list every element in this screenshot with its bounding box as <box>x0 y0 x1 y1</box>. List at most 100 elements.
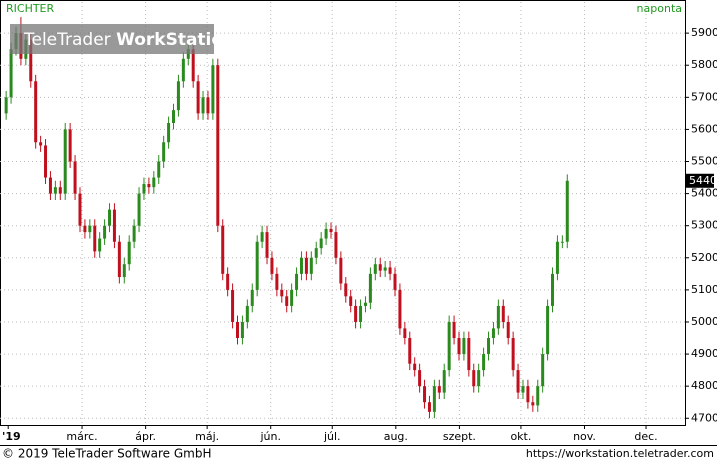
candle-body <box>78 193 82 226</box>
candle-body <box>255 241 259 290</box>
candle-body <box>491 328 495 339</box>
candle-body <box>93 225 97 252</box>
candle-body <box>423 386 427 403</box>
candle-body <box>437 386 441 393</box>
candle-body <box>383 267 387 271</box>
candle-body <box>373 264 377 274</box>
x-tick-label: márc. <box>66 430 97 443</box>
candle-body <box>48 177 52 194</box>
plot-frame <box>0 0 686 426</box>
candle-body <box>226 273 230 290</box>
candle-body <box>112 209 116 242</box>
candle-body <box>137 193 141 226</box>
candle-body <box>240 321 244 339</box>
candle-body <box>39 142 43 146</box>
candle-body <box>477 370 481 387</box>
y-tick-label: 5000 <box>691 315 717 328</box>
candle-body <box>295 273 299 290</box>
candle-body <box>290 289 294 306</box>
candle-body <box>122 264 126 278</box>
candle-body <box>73 161 77 194</box>
candle-body <box>147 183 151 188</box>
candle-body <box>176 81 180 111</box>
candle-body <box>447 321 451 371</box>
candle-body <box>378 264 382 271</box>
candle-body <box>181 58 185 82</box>
candle-body <box>275 273 279 290</box>
candle-body <box>299 257 303 274</box>
y-tick-label: 5100 <box>691 283 717 296</box>
candle-body <box>516 370 520 393</box>
y-tick-label: 5700 <box>691 90 717 103</box>
candle-body <box>531 402 535 406</box>
last-price-label: 5440 <box>689 174 717 187</box>
candle-body <box>363 302 367 306</box>
watermark-box <box>10 24 214 54</box>
candle-body <box>319 238 323 249</box>
candle-body <box>408 338 412 364</box>
candle-body <box>216 65 220 226</box>
candle-body <box>245 305 249 322</box>
candle-body <box>388 267 392 274</box>
candle-body <box>68 129 72 162</box>
watermark-text: WorkStation <box>116 30 235 50</box>
candle-body <box>526 386 530 403</box>
candle-body <box>103 225 107 239</box>
candle-body <box>339 257 343 284</box>
x-tick-label: nov. <box>573 430 596 443</box>
candle-body <box>329 228 333 233</box>
candle-body <box>467 338 471 371</box>
candle-body <box>250 289 254 306</box>
footer-left: © 2019 TeleTrader Software GmbH <box>2 447 212 461</box>
candle-body <box>191 49 195 82</box>
candle-body <box>506 321 510 339</box>
candle-body <box>9 49 13 98</box>
candle-body <box>63 129 67 194</box>
candle-body <box>501 305 505 322</box>
candle-body <box>432 386 436 412</box>
candle-body <box>142 183 146 194</box>
last-price-box <box>686 173 714 188</box>
candle-body <box>560 241 564 243</box>
y-tick-label: 4900 <box>691 347 717 360</box>
footer-right: https://workstation.teletrader.com <box>526 447 714 460</box>
candle-body <box>462 338 466 355</box>
candle-body <box>555 241 559 274</box>
candle-body <box>265 232 269 258</box>
candle-body <box>349 296 353 306</box>
candle-body <box>34 81 38 143</box>
candle-body <box>482 354 486 371</box>
candle-body <box>211 65 215 114</box>
candle-body <box>196 81 200 114</box>
candle-body <box>108 209 112 226</box>
candle-body <box>44 145 48 178</box>
candle-body <box>344 283 348 297</box>
candle-body <box>29 39 33 82</box>
candle-body <box>167 122 171 143</box>
y-tick-label: 5800 <box>691 58 717 71</box>
candle-body <box>127 241 131 265</box>
candle-body <box>53 187 57 194</box>
x-tick-label: jún. <box>259 430 281 443</box>
candle-body <box>427 402 431 412</box>
candle-body <box>359 305 363 322</box>
candle-body <box>368 273 372 303</box>
candle-body <box>231 289 235 322</box>
candle-body <box>511 338 515 371</box>
y-tick-label: 5400 <box>691 187 717 200</box>
candles <box>4 17 569 419</box>
candle-body <box>270 257 274 274</box>
x-tick-label: júl. <box>323 430 341 443</box>
candle-body <box>472 370 476 387</box>
candle-body <box>487 338 491 355</box>
x-tick-label: szept. <box>443 430 476 443</box>
candle-body <box>206 97 210 114</box>
y-tick-label: 5300 <box>691 219 717 232</box>
watermark-text: TeleTrader <box>23 30 111 50</box>
candle-body <box>98 238 102 252</box>
y-tick-label: 5600 <box>691 122 717 135</box>
candle-body <box>393 273 397 290</box>
candle-body <box>324 228 328 239</box>
candle-body <box>132 225 136 242</box>
